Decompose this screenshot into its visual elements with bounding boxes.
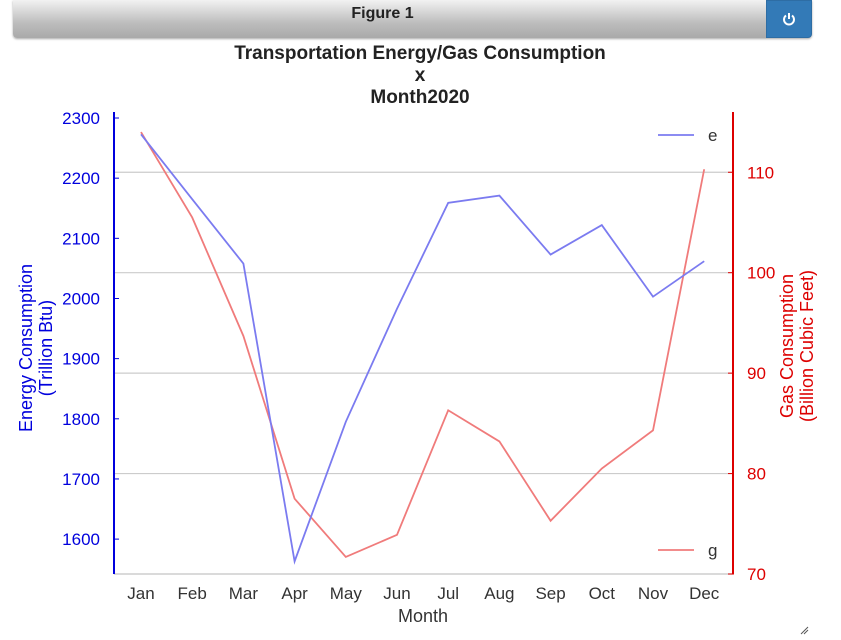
x-tick-label: Nov [638,584,669,603]
left-tick-label: 2200 [62,169,100,188]
x-tick-label: Sep [535,584,565,603]
x-tick-label: Jun [383,584,410,603]
left-tick-label: 2000 [62,289,100,308]
left-tick-label: 1800 [62,410,100,429]
x-tick-label: May [330,584,363,603]
right-tick-label: 90 [747,364,766,383]
right-axis-label: (Billion Cubic Feet) [797,270,817,422]
right-tick-label: 80 [747,465,766,484]
chart-canvas: Transportation Energy/Gas ConsumptionxMo… [16,43,817,626]
power-icon [783,13,795,26]
x-tick-label: Jan [127,584,154,603]
right-tick-label: 70 [747,565,766,584]
x-axis-label: Month [398,606,448,626]
right-tick-label: 100 [747,264,775,283]
legend-label-e: e [708,126,717,145]
left-tick-label: 1700 [62,470,100,489]
chart-title-line: Month2020 [370,87,469,108]
left-tick-label: 2300 [62,109,100,128]
resize-grip-icon[interactable] [799,625,809,635]
x-tick-label: Dec [689,584,720,603]
x-tick-label: Aug [484,584,514,603]
series-line-e [140,133,705,565]
left-tick-label: 1600 [62,530,100,549]
left-tick-label: 1900 [62,350,100,369]
chart-title-line: Transportation Energy/Gas Consumption [234,43,606,64]
right-tick-label: 110 [747,163,774,182]
x-tick-label: Oct [589,584,616,603]
legend-label-g: g [708,541,717,560]
x-tick-label: Apr [281,584,308,603]
x-tick-label: Jul [437,584,459,603]
left-tick-label: 2100 [62,229,100,248]
power-button[interactable] [766,0,812,38]
chart-title-line: x [415,65,426,86]
series-line-g [140,131,706,559]
left-axis-label: (Trillion Btu) [36,300,56,396]
figure-titlebar: Figure 1 [13,0,812,38]
figure-title: Figure 1 [351,5,414,22]
x-tick-label: Mar [229,584,259,603]
x-tick-label: Feb [178,584,207,603]
right-axis-label: Gas Consumption [777,274,797,418]
left-axis-label: Energy Consumption [16,264,36,432]
